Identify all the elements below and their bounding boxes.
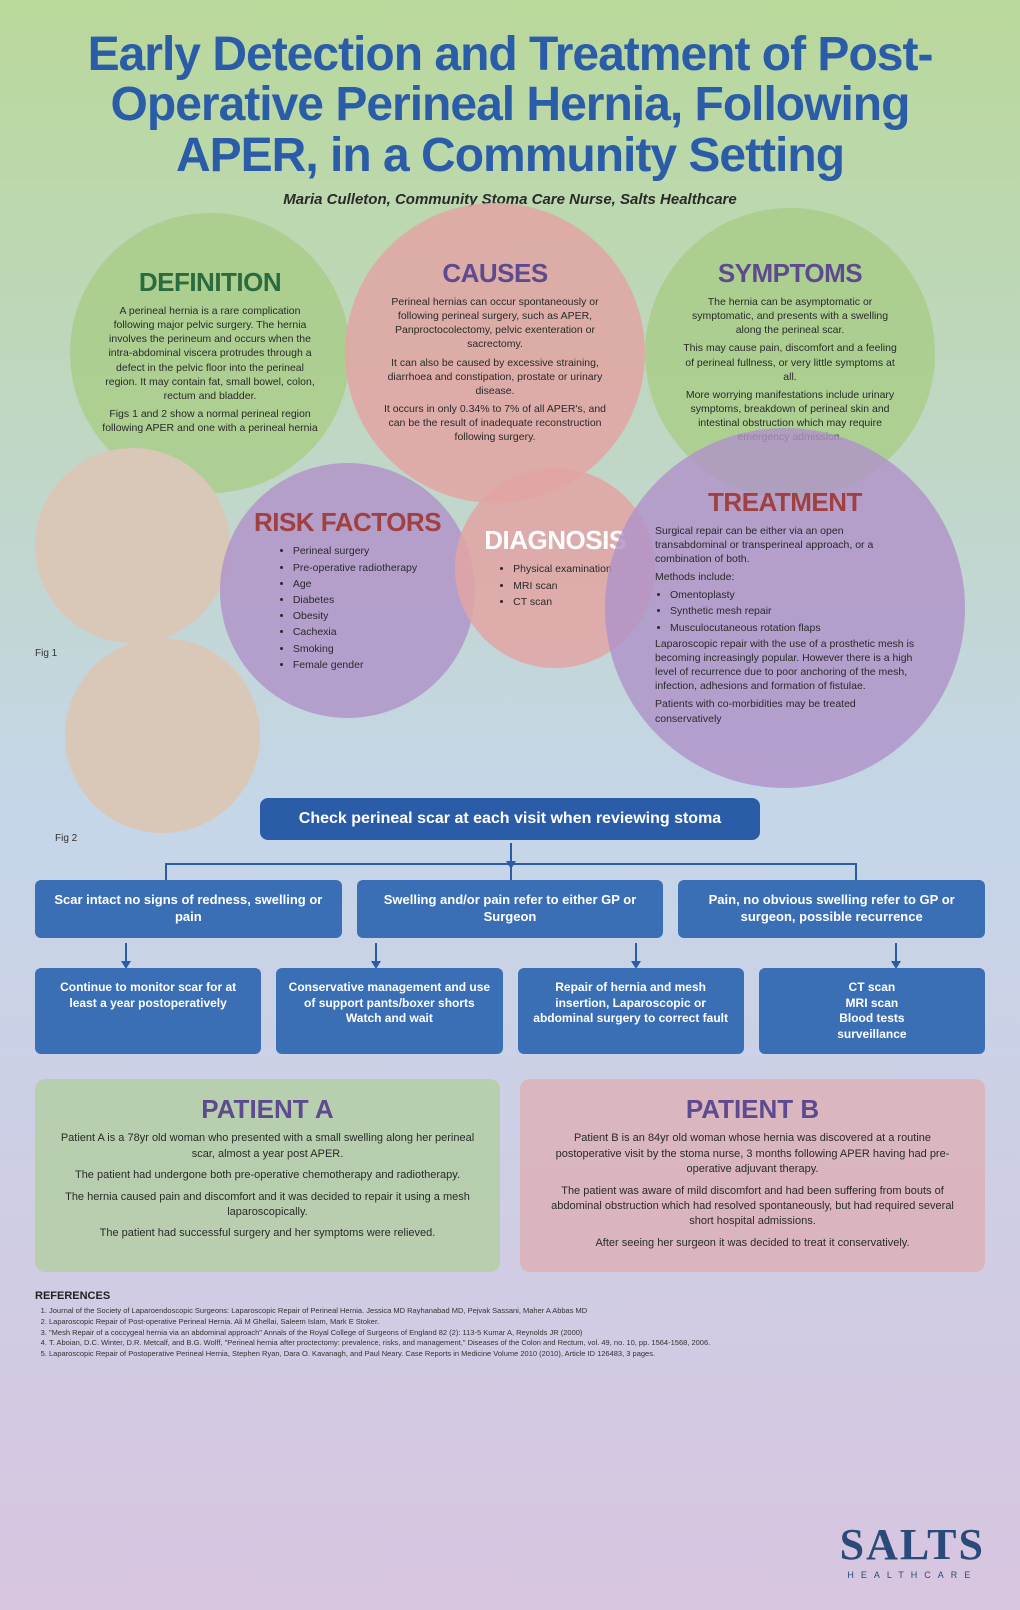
- treatment-p3: Patients with co-morbidities may be trea…: [655, 697, 915, 725]
- symptoms-p2: This may cause pain, discomfort and a fe…: [680, 341, 900, 384]
- list-item: "Mesh Repair of a coccygeal hernia via a…: [49, 1328, 985, 1338]
- flow-box-1b: Swelling and/or pain refer to either GP …: [357, 880, 664, 938]
- patient-b-p1: Patient B is an 84yr old woman whose her…: [540, 1131, 965, 1177]
- patient-b-p3: After seeing her surgeon it was decided …: [540, 1236, 965, 1251]
- patient-b-heading: PATIENT B: [540, 1094, 965, 1125]
- list-item: CT scan: [513, 595, 612, 609]
- references-heading: REFERENCES: [35, 1290, 985, 1302]
- treatment-circle: TREATMENT Surgical repair can be either …: [605, 428, 965, 788]
- patient-a-p1: Patient A is a 78yr old woman who presen…: [55, 1131, 480, 1162]
- diagnosis-heading: DIAGNOSIS: [484, 525, 625, 556]
- list-item: Pre-operative radiotherapy: [293, 561, 417, 575]
- arrow-icon: [635, 943, 637, 963]
- patient-b-card: PATIENT B Patient B is an 84yr old woman…: [520, 1079, 985, 1272]
- flowchart: Check perineal scar at each visit when r…: [35, 798, 985, 1054]
- circles-row-2: Fig 1 Fig 2 RISK FACTORS Perineal surger…: [35, 463, 985, 773]
- list-item: Laparoscopic Repair of Post-operative Pe…: [49, 1317, 985, 1327]
- arrow-icon: [375, 943, 377, 963]
- list-item: Smoking: [293, 642, 417, 656]
- causes-p1: Perineal hernias can occur spontaneously…: [380, 295, 610, 352]
- list-item: Obesity: [293, 609, 417, 623]
- references-section: REFERENCES Journal of the Society of Lap…: [35, 1290, 985, 1359]
- causes-circle: CAUSES Perineal hernias can occur sponta…: [345, 203, 645, 503]
- logo-main-text: SALTS: [840, 1519, 985, 1570]
- list-item: Female gender: [293, 658, 417, 672]
- list-item: Synthetic mesh repair: [670, 604, 915, 618]
- causes-p3: It occurs in only 0.34% to 7% of all APE…: [380, 402, 610, 445]
- arrow-icon: [510, 843, 512, 863]
- list-item: Cachexia: [293, 625, 417, 639]
- arrow-icon: [895, 943, 897, 963]
- flow-row-2: Continue to monitor scar for at least a …: [35, 968, 985, 1054]
- risk-factors-circle: RISK FACTORS Perineal surgery Pre-operati…: [220, 463, 475, 718]
- treatment-p2: Laparoscopic repair with the use of a pr…: [655, 637, 915, 694]
- list-item: Age: [293, 577, 417, 591]
- definition-p2: Figs 1 and 2 show a normal perineal regi…: [100, 407, 320, 435]
- risk-factors-list: Perineal surgery Pre-operative radiothera…: [278, 544, 417, 671]
- flow-row-1: Scar intact no signs of redness, swellin…: [35, 880, 985, 938]
- references-list: Journal of the Society of Laparoendoscop…: [35, 1306, 985, 1359]
- patient-a-p3: The hernia caused pain and discomfort an…: [55, 1190, 480, 1221]
- patient-a-heading: PATIENT A: [55, 1094, 480, 1125]
- definition-p1: A perineal hernia is a rare complication…: [100, 304, 320, 403]
- definition-heading: DEFINITION: [139, 267, 281, 298]
- causes-p2: It can also be caused by excessive strai…: [380, 356, 610, 399]
- flow-box-2a: Continue to monitor scar for at least a …: [35, 968, 261, 1054]
- list-item: MRI scan: [513, 579, 612, 593]
- page-title: Early Detection and Treatment of Post-Op…: [35, 30, 985, 181]
- list-item: Diabetes: [293, 593, 417, 607]
- flow-box-2c: Repair of hernia and mesh insertion, Lap…: [518, 968, 744, 1054]
- list-item: Laparoscopic Repair of Postoperative Per…: [49, 1349, 985, 1359]
- list-item: Omentoplasty: [670, 588, 915, 602]
- treatment-heading: TREATMENT: [708, 487, 862, 518]
- flow-box-1c: Pain, no obvious swelling refer to GP or…: [678, 880, 985, 938]
- salts-logo: SALTS HEALTHCARE: [840, 1519, 985, 1580]
- patient-b-p2: The patient was aware of mild discomfort…: [540, 1184, 965, 1230]
- list-item: Journal of the Society of Laparoendoscop…: [49, 1306, 985, 1316]
- fig1-label: Fig 1: [35, 648, 57, 659]
- patient-a-p2: The patient had undergone both pre-opera…: [55, 1168, 480, 1183]
- patients-row: PATIENT A Patient A is a 78yr old woman …: [35, 1079, 985, 1272]
- list-item: Musculocutaneous rotation flaps: [670, 621, 915, 635]
- treatment-list: Omentoplasty Synthetic mesh repair Musculo…: [655, 588, 915, 635]
- list-item: Physical examination: [513, 562, 612, 576]
- flow-box-2d: CT scan MRI scan Blood tests surveillanc…: [759, 968, 985, 1054]
- figure-1-image: [35, 448, 230, 643]
- symptoms-heading: SYMPTOMS: [718, 258, 862, 289]
- treatment-p1: Surgical repair can be either via an ope…: [655, 524, 915, 567]
- arrow-icon: [125, 943, 127, 963]
- treatment-methods-label: Methods include:: [655, 570, 915, 584]
- logo-sub-text: HEALTHCARE: [840, 1570, 985, 1580]
- flow-box-2b: Conservative management and use of suppo…: [276, 968, 502, 1054]
- patient-a-card: PATIENT A Patient A is a 78yr old woman …: [35, 1079, 500, 1272]
- flow-box-1a: Scar intact no signs of redness, swellin…: [35, 880, 342, 938]
- list-item: Perineal surgery: [293, 544, 417, 558]
- causes-heading: CAUSES: [442, 258, 547, 289]
- circles-row-1: DEFINITION A perineal hernia is a rare c…: [35, 223, 985, 463]
- list-item: T. Aboian, D.C. Winter, D.R. Metcalf, an…: [49, 1338, 985, 1348]
- risk-factors-heading: RISK FACTORS: [254, 507, 441, 538]
- patient-a-p4: The patient had successful surgery and h…: [55, 1226, 480, 1241]
- symptoms-p1: The hernia can be asymptomatic or sympto…: [680, 295, 900, 338]
- diagnosis-list: Physical examination MRI scan CT scan: [498, 562, 612, 609]
- flow-start-box: Check perineal scar at each visit when r…: [260, 798, 760, 840]
